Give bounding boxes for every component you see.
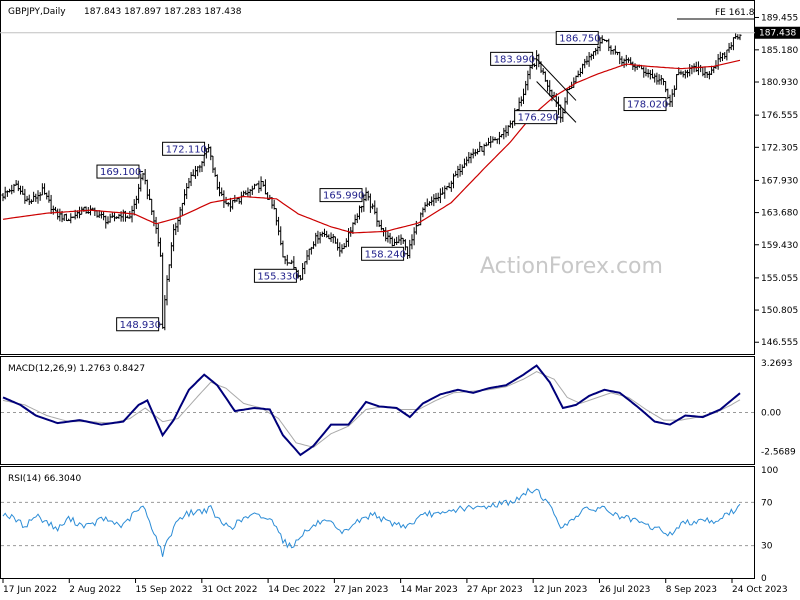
- annotation-box: [116, 317, 160, 332]
- current-price-tag: [755, 26, 800, 39]
- wedge-lines: [536, 58, 577, 123]
- price-tick-label: 167.930: [761, 176, 798, 186]
- time-axis: 17 Jun 2022 2 Aug 2022 15 Sep 2022 31 Oct 2…: [2, 579, 788, 595]
- chart-ohlc: 187.843 187.897 187.283 187.438: [84, 7, 242, 17]
- annotation-box: [361, 246, 405, 261]
- price-tick-label: 163.680: [761, 209, 798, 219]
- sma-line: [2, 59, 741, 234]
- annotation-label: 155.330: [257, 271, 298, 282]
- annotation-label: 172.110: [166, 144, 207, 155]
- rsi-tick-label: 30: [761, 542, 773, 552]
- annotation-label: 169.100: [100, 167, 141, 178]
- swing-annotations: 169.100 172.110 148.930 165.990 155.330 158.2…: [96, 30, 671, 332]
- annotation-box: [96, 164, 140, 179]
- rsi-tick-label: 100: [761, 466, 778, 476]
- time-tick-label: 2 Aug 2022: [69, 585, 121, 595]
- price-tick-label: 155.055: [761, 274, 798, 284]
- annotation-label: 183.990: [494, 54, 535, 65]
- annotation-box: [490, 51, 534, 66]
- annotation-label: 165.990: [323, 191, 364, 202]
- time-tick-label: 31 Oct 2022: [202, 585, 258, 595]
- time-tick-label: 14 Dec 2022: [268, 585, 326, 595]
- annotation-box: [162, 141, 206, 156]
- current-price-value: 187.438: [759, 29, 796, 39]
- time-tick-label: 8 Sep 2023: [666, 585, 717, 595]
- time-tick-label: 27 Jan 2023: [334, 585, 388, 595]
- rsi-panel-frame: [0, 466, 755, 579]
- time-tick-label: 26 Jul 2023: [599, 585, 650, 595]
- price-tick-label: 180.930: [761, 78, 798, 88]
- wedge-upper-line: [536, 58, 577, 101]
- macd-tick-label: 3.2693: [761, 359, 793, 369]
- chart-symbol: GBPJPY,Daily: [8, 7, 66, 17]
- macd-tick-label: 0.00: [761, 409, 781, 419]
- time-tick-label: 14 Mar 2023: [401, 585, 458, 595]
- watermark: ActionForex.com: [480, 254, 663, 279]
- rsi-axis: 100 70 30 0: [761, 466, 778, 584]
- annotation-box: [555, 30, 599, 45]
- time-tick-label: 12 Jun 2023: [533, 585, 587, 595]
- macd-tick-label: -2.5689: [761, 447, 796, 457]
- annotation-label: 176.290: [518, 113, 559, 124]
- annotation-box: [319, 188, 363, 203]
- price-tick-label: 176.555: [761, 111, 798, 121]
- rsi-title: RSI(14) 66.3040: [8, 474, 81, 484]
- macd-line: [2, 364, 741, 457]
- time-tick-label: 27 Apr 2023: [467, 585, 523, 595]
- price-tick-label: 185.180: [761, 46, 798, 56]
- time-tick-label: 17 Jun 2022: [3, 585, 57, 595]
- fib-label: FE 161.8: [715, 8, 755, 18]
- time-tick-label: 15 Sep 2022: [136, 585, 193, 595]
- annotation-box: [623, 97, 667, 112]
- annotation-box: [514, 110, 558, 125]
- price-axis: 189.455 185.180 180.930 176.555 172.305 167.9…: [755, 13, 798, 348]
- price-tick-label: 150.805: [761, 306, 798, 316]
- annotation-box: [253, 268, 297, 283]
- annotation-label: 178.020: [627, 100, 668, 111]
- time-tick-label: 24 Oct 2023: [732, 585, 788, 595]
- rsi-tick-label: 70: [761, 498, 773, 508]
- rsi-tick-label: 0: [761, 574, 767, 584]
- candles: [1, 33, 742, 331]
- rsi-line: [2, 487, 741, 557]
- annotation-label: 186.750: [559, 33, 600, 44]
- annotation-label: 148.930: [120, 320, 161, 331]
- price-tick-label: 146.555: [761, 338, 798, 348]
- macd-panel-frame: [0, 356, 755, 465]
- price-tick-label: 172.305: [761, 143, 798, 153]
- price-tick-label: 189.455: [761, 13, 798, 23]
- price-tick-label: 159.430: [761, 241, 798, 251]
- wedge-lower-line: [536, 81, 577, 123]
- annotation-label: 158.240: [365, 249, 406, 260]
- macd-axis: 3.2693 0.00 -2.5689: [761, 359, 796, 457]
- macd-title: MACD(12,26,9) 1.2763 0.8427: [8, 364, 145, 374]
